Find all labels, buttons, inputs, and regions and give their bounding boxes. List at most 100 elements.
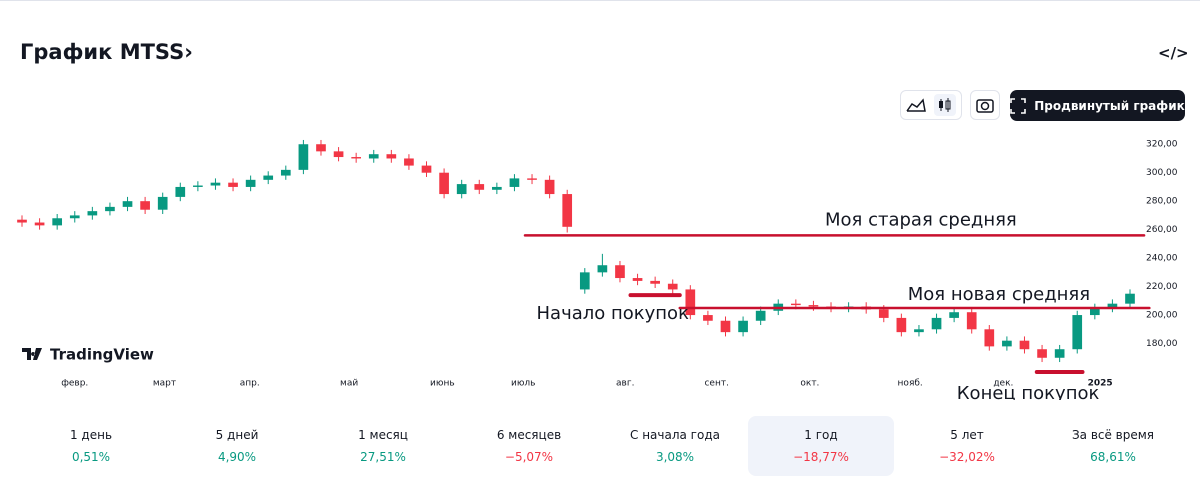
candle-body <box>404 158 414 166</box>
candle-body <box>1089 307 1100 316</box>
candle-body <box>579 272 590 290</box>
candle-body <box>509 178 520 187</box>
x-tick-label: окт. <box>800 379 819 389</box>
candle-body <box>105 206 115 212</box>
y-tick-label: 280,00 <box>1146 197 1178 207</box>
candle-body <box>210 182 221 186</box>
x-tick-label: апр. <box>240 379 260 389</box>
candle-body <box>492 186 502 190</box>
annotation-label: Моя новая средняя <box>908 284 1090 305</box>
period-label: 6 месяцев <box>496 428 562 442</box>
candle-body <box>685 289 696 316</box>
logo-text: TradingView <box>50 346 154 364</box>
area-icon[interactable] <box>906 98 926 112</box>
period-change: 3,08% <box>655 450 695 464</box>
x-tick-label: дек. <box>993 379 1013 389</box>
candle-body <box>263 175 274 180</box>
chart-style-toggle[interactable] <box>900 90 962 120</box>
period-cell[interactable]: 1 год −18,77% <box>748 416 894 476</box>
period-cell[interactable]: За всё время 68,61% <box>1040 416 1186 476</box>
candle-body <box>1037 349 1047 358</box>
period-change: 68,61% <box>1090 450 1136 464</box>
candle-icon <box>945 100 951 110</box>
candle-body <box>456 184 467 195</box>
expand-icon <box>1010 97 1027 114</box>
y-tick-label: 200,00 <box>1146 311 1178 321</box>
annotation-label: Моя старая средняя <box>825 209 1017 230</box>
candle-body <box>755 310 766 321</box>
y-tick-label: 180,00 <box>1146 339 1178 349</box>
camera-icon <box>976 99 994 113</box>
candle-body <box>140 201 150 210</box>
candle-body <box>984 329 995 347</box>
x-tick-label: июль <box>511 379 535 389</box>
period-cell[interactable]: 5 дней 4,90% <box>164 416 310 476</box>
candle-body <box>931 317 942 330</box>
candle-body <box>316 144 326 152</box>
candle-body <box>1002 340 1012 347</box>
candle-body <box>720 320 731 333</box>
candle-body <box>17 219 27 223</box>
candle-body <box>1125 293 1135 304</box>
logo-mark <box>22 348 42 360</box>
camera-lens <box>980 101 990 111</box>
candle-body <box>157 196 168 210</box>
top-border <box>0 0 1200 1</box>
candle-body <box>175 186 186 197</box>
candle-body <box>34 222 45 226</box>
candle-body <box>562 194 573 227</box>
x-tick-label: нояб. <box>898 379 923 389</box>
annotation-label: Начало покупок <box>537 303 690 324</box>
period-label: 1 день <box>69 428 113 442</box>
tv-logo: TradingView <box>22 346 154 364</box>
period-change: −5,07% <box>504 450 554 464</box>
candle-body <box>368 154 379 159</box>
x-tick-label: июнь <box>430 379 455 389</box>
period-cell[interactable]: 6 месяцев −5,07% <box>456 416 602 476</box>
period-label: За всё время <box>1071 428 1155 442</box>
candle-body <box>808 305 819 307</box>
period-change: 4,90% <box>217 450 257 464</box>
candle-body <box>896 317 907 333</box>
candle-body <box>193 185 203 187</box>
candle-body <box>228 182 238 187</box>
snapshot-button[interactable] <box>970 90 1000 120</box>
period-cell[interactable]: 1 месяц 27,51% <box>310 416 456 476</box>
candle-body <box>245 179 256 187</box>
y-tick-label: 300,00 <box>1146 168 1178 178</box>
period-label: 1 месяц <box>358 428 408 442</box>
y-tick-label: 240,00 <box>1146 254 1178 264</box>
candle-body <box>421 165 432 173</box>
candle-body <box>966 312 977 330</box>
candle-body <box>1054 349 1065 358</box>
candle-body <box>122 201 133 207</box>
candle-body <box>667 283 678 290</box>
candle-body <box>474 184 485 190</box>
period-label: С начала года <box>630 428 720 442</box>
period-cell[interactable]: С начала года 3,08% <box>602 416 748 476</box>
period-cell[interactable]: 5 лет −32,02% <box>894 416 1040 476</box>
period-change: −18,77% <box>793 450 849 464</box>
title[interactable]: График MTSS› <box>20 40 193 64</box>
candle-body <box>1107 303 1118 308</box>
y-tick-label: 260,00 <box>1146 225 1178 235</box>
x-tick-label: март <box>153 379 176 389</box>
candle-body <box>615 265 625 279</box>
candle-icon-bg[interactable] <box>934 94 956 116</box>
period-label: 1 год <box>804 428 838 442</box>
camera-body <box>976 99 994 113</box>
candle-body <box>597 265 608 273</box>
candle-body <box>52 218 63 226</box>
period-cell[interactable]: 1 день 0,51% <box>18 416 164 476</box>
y-tick-label: 220,00 <box>1146 282 1178 292</box>
toggle-icons <box>906 94 956 116</box>
annotation-label: Конец покупок <box>957 383 1100 400</box>
candle-body <box>703 315 713 321</box>
embed-button[interactable]: </> <box>1158 44 1189 62</box>
candle-body <box>878 309 889 318</box>
x-tick-label: 2025 <box>1088 379 1113 389</box>
candle-body <box>333 151 344 158</box>
candle-body <box>544 179 555 195</box>
advanced-chart-button[interactable]: Продвинутый график <box>1010 90 1185 121</box>
